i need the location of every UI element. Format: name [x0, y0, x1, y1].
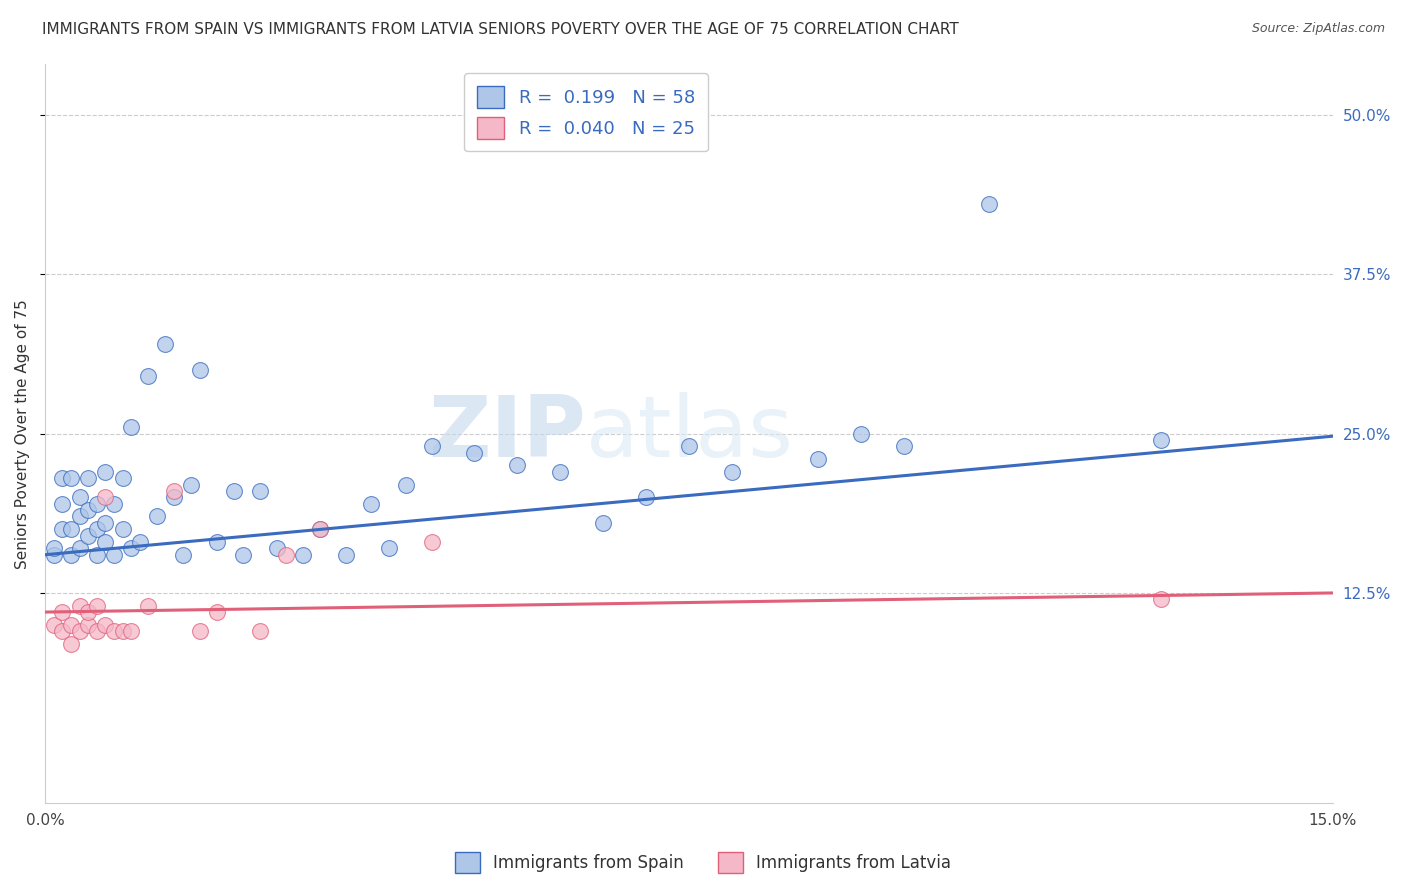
Point: [807, 452, 830, 467]
Point: [69, 599, 91, 613]
Point: [111, 624, 134, 639]
Point: [60, 471, 83, 485]
Point: [224, 483, 246, 498]
Point: [42, 541, 65, 556]
Point: [893, 439, 915, 453]
Point: [128, 535, 150, 549]
Point: [249, 483, 271, 498]
Legend: R =  0.199   N = 58, R =  0.040   N = 25: R = 0.199 N = 58, R = 0.040 N = 25: [464, 73, 707, 152]
Point: [420, 439, 443, 453]
Point: [1150, 433, 1173, 447]
Point: [1150, 592, 1173, 607]
Point: [291, 548, 314, 562]
Point: [146, 509, 169, 524]
Point: [42, 617, 65, 632]
Point: [60, 637, 83, 651]
Point: [111, 522, 134, 536]
Point: [86, 624, 108, 639]
Point: [163, 483, 186, 498]
Point: [86, 497, 108, 511]
Point: [77, 605, 100, 619]
Point: [94, 465, 117, 479]
Point: [172, 548, 194, 562]
Point: [309, 522, 332, 536]
Point: [60, 617, 83, 632]
Point: [136, 599, 159, 613]
Legend: Immigrants from Spain, Immigrants from Latvia: Immigrants from Spain, Immigrants from L…: [449, 846, 957, 880]
Point: [188, 624, 211, 639]
Point: [69, 624, 91, 639]
Point: [506, 458, 529, 473]
Point: [420, 535, 443, 549]
Point: [94, 516, 117, 530]
Point: [205, 605, 228, 619]
Point: [77, 503, 100, 517]
Point: [377, 541, 399, 556]
Point: [51, 522, 73, 536]
Point: [180, 477, 202, 491]
Point: [205, 535, 228, 549]
Point: [120, 420, 142, 434]
Point: [395, 477, 418, 491]
Y-axis label: Seniors Poverty Over the Age of 75: Seniors Poverty Over the Age of 75: [15, 299, 30, 568]
Point: [155, 337, 177, 351]
Point: [77, 528, 100, 542]
Point: [103, 497, 125, 511]
Point: [94, 535, 117, 549]
Point: [120, 624, 142, 639]
Point: [103, 624, 125, 639]
Text: atlas: atlas: [586, 392, 794, 475]
Point: [51, 497, 73, 511]
Point: [103, 548, 125, 562]
Point: [979, 197, 1001, 211]
Point: [111, 471, 134, 485]
Point: [94, 491, 117, 505]
Point: [136, 369, 159, 384]
Point: [86, 599, 108, 613]
Point: [60, 522, 83, 536]
Point: [69, 509, 91, 524]
Point: [463, 446, 485, 460]
Text: IMMIGRANTS FROM SPAIN VS IMMIGRANTS FROM LATVIA SENIORS POVERTY OVER THE AGE OF : IMMIGRANTS FROM SPAIN VS IMMIGRANTS FROM…: [42, 22, 959, 37]
Point: [94, 617, 117, 632]
Point: [42, 548, 65, 562]
Point: [360, 497, 382, 511]
Point: [69, 491, 91, 505]
Point: [249, 624, 271, 639]
Point: [274, 548, 297, 562]
Point: [120, 541, 142, 556]
Point: [69, 541, 91, 556]
Point: [721, 465, 744, 479]
Text: ZIP: ZIP: [429, 392, 586, 475]
Point: [636, 491, 658, 505]
Point: [309, 522, 332, 536]
Point: [678, 439, 700, 453]
Point: [335, 548, 357, 562]
Point: [266, 541, 288, 556]
Point: [77, 617, 100, 632]
Point: [77, 471, 100, 485]
Point: [592, 516, 614, 530]
Point: [163, 491, 186, 505]
Point: [60, 548, 83, 562]
Point: [548, 465, 571, 479]
Point: [86, 522, 108, 536]
Point: [188, 363, 211, 377]
Point: [51, 605, 73, 619]
Text: Source: ZipAtlas.com: Source: ZipAtlas.com: [1251, 22, 1385, 36]
Point: [51, 471, 73, 485]
Point: [86, 548, 108, 562]
Point: [849, 426, 872, 441]
Point: [232, 548, 254, 562]
Point: [51, 624, 73, 639]
